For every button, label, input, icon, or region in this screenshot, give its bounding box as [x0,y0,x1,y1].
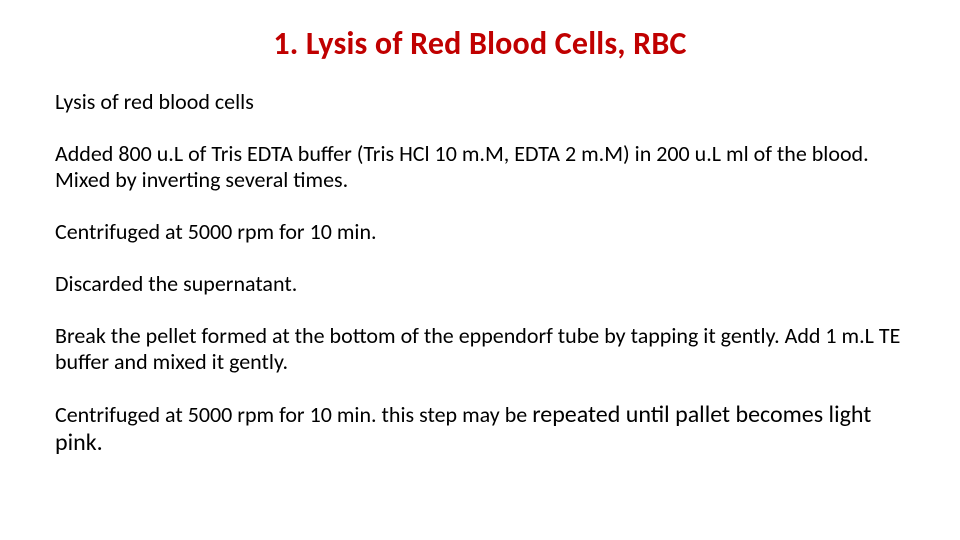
paragraph-3: Centrifuged at 5000 rpm for 10 min. [55,219,905,245]
paragraph-5: Break the pellet formed at the bottom of… [55,323,905,375]
slide: 1. Lysis of Red Blood Cells, RBC Lysis o… [0,0,960,540]
paragraph-6-prefix: Centrifuged at 5000 rpm for 10 min. this… [55,401,532,428]
paragraph-1: Lysis of red blood cells [55,89,905,115]
paragraph-6: Centrifuged at 5000 rpm for 10 min. this… [55,401,905,458]
paragraph-4: Discarded the supernatant. [55,271,905,297]
paragraph-2: Added 800 u.L of Tris EDTA buffer (Tris … [55,141,905,193]
slide-title: 1. Lysis of Red Blood Cells, RBC [55,24,905,63]
